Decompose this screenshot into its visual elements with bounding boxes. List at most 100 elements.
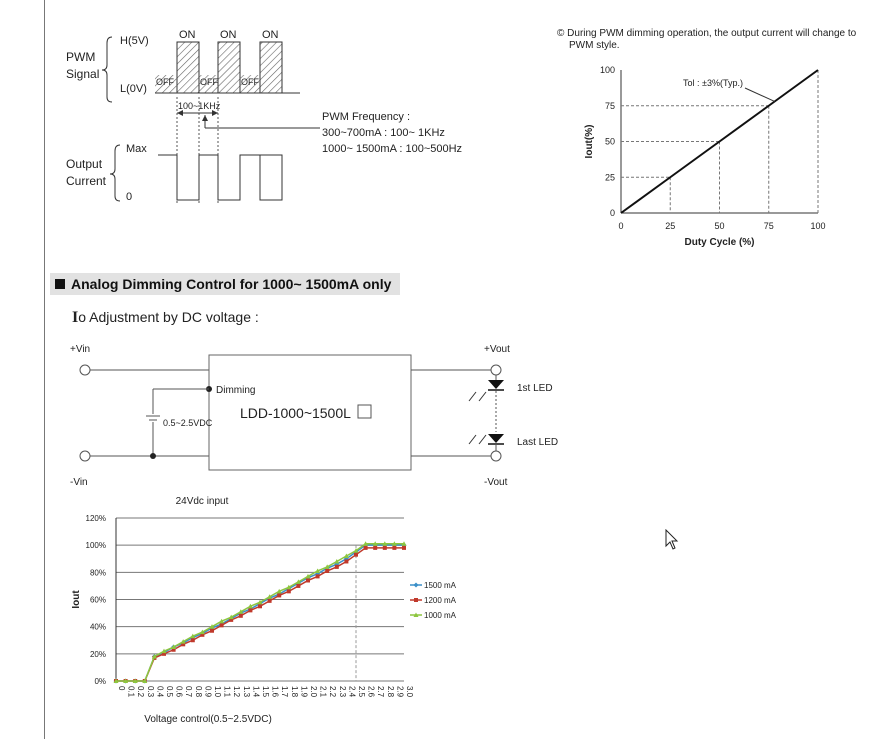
first-led-light-arrows: [468, 391, 487, 402]
analog-point: [219, 618, 225, 624]
max-label: Max: [126, 143, 147, 155]
analog-point: [258, 604, 262, 609]
analog-point: [209, 624, 215, 629]
duty-x-tick: 50: [714, 221, 724, 231]
last-led-label: Last LED: [517, 437, 558, 448]
analog-point: [161, 648, 167, 654]
analog-point: [373, 545, 378, 550]
off-label-1: OFF: [156, 77, 174, 87]
analog-x-tick: 0.5: [165, 686, 174, 698]
on-label-1: ON: [179, 29, 196, 41]
module-label: LDD-1000~1500L: [240, 405, 351, 421]
analog-point: [276, 588, 282, 594]
analog-y-tick: 60%: [90, 596, 106, 605]
analog-x-tick: 0.6: [175, 686, 184, 698]
on-pulse-3: [259, 41, 283, 94]
analog-y-tick: 0%: [94, 677, 106, 686]
analog-point: [306, 578, 310, 583]
analog-y-tick: 80%: [90, 568, 106, 577]
voltage-label: 0.5~2.5VDC: [163, 418, 213, 428]
analog-legend-marker: [414, 598, 418, 602]
freq-title: PWM Frequency :: [322, 111, 410, 123]
analog-y-tick: 120%: [86, 514, 106, 523]
analog-point: [392, 545, 397, 550]
pwm-note: © During PWM dimming operation, the outp…: [557, 28, 872, 52]
off-block-3: [240, 75, 260, 93]
analog-y-tick: 20%: [90, 650, 106, 659]
analog-legend-marker: [413, 582, 419, 588]
analog-point: [315, 568, 321, 573]
analog-point: [267, 594, 273, 599]
vout-minus-label: -Vout: [484, 477, 508, 488]
last-led-icon: [488, 434, 504, 443]
mouse-cursor-icon: [665, 529, 679, 550]
analog-point: [228, 614, 234, 620]
analog-point: [296, 583, 301, 588]
output-label: Output: [66, 157, 103, 171]
analog-x-tick: 1.4: [251, 686, 260, 698]
analog-point: [238, 613, 243, 618]
analog-point: [219, 623, 224, 628]
analog-x-tick: 0.4: [155, 686, 164, 698]
analog-point: [200, 632, 205, 637]
analog-point: [247, 603, 253, 609]
duty-x-tick: 25: [665, 221, 675, 231]
analog-point: [391, 541, 397, 546]
freq-line-2: 1000~ 1500mA : 100~500Hz: [322, 143, 462, 155]
analog-point: [295, 579, 301, 584]
analog-point: [382, 541, 388, 546]
high-label: H(5V): [120, 35, 149, 47]
off-block-1: [155, 75, 177, 93]
left-border-line: [44, 0, 45, 739]
analog-x-tick: 1.9: [299, 686, 308, 698]
duty-x-label: Duty Cycle (%): [684, 237, 754, 248]
analog-x-tick: 1.2: [232, 686, 241, 698]
io-adjustment-title: Io Adjustment by DC voltage :: [72, 309, 259, 327]
vin-plus-label: +Vin: [70, 344, 90, 355]
analog-x-tick: 0.1: [127, 686, 136, 698]
analog-legend-label: 1000 mA: [424, 611, 457, 620]
duty-cycle-chart: 0 25 50 75 100 0 25 50 75 100 Tol : ±3%(Typ.) Duty …: [584, 65, 826, 248]
analog-series-line: [116, 544, 404, 682]
analog-point: [363, 545, 368, 550]
duty-y-label: Iout(%): [584, 125, 595, 159]
section-title: Analog Dimming Control for 1000~ 1500mA …: [71, 276, 392, 292]
analog-point: [286, 584, 292, 590]
analog-point: [343, 553, 349, 559]
analog-x-tick: 1.7: [280, 686, 289, 698]
analog-x-tick: 1.0: [213, 686, 222, 698]
analog-chart-title: 24Vdc input: [176, 496, 229, 507]
analog-x-tick: 1.8: [290, 686, 299, 698]
low-label: L(0V): [120, 83, 147, 95]
on-label-3: ON: [262, 29, 279, 41]
analog-x-tick: 0.7: [184, 686, 193, 698]
note-line-1: During PWM dimming operation, the output…: [567, 28, 857, 39]
freq-leader-head: [202, 115, 208, 121]
analog-point: [277, 593, 282, 598]
duty-y-tick: 50: [605, 137, 615, 147]
analog-x-tick: 1.6: [271, 686, 280, 698]
note-symbol: ©: [557, 28, 565, 39]
analog-x-tick: 0.3: [146, 686, 155, 698]
analog-point: [210, 628, 214, 633]
analog-point: [354, 552, 358, 557]
analog-point: [181, 642, 186, 647]
duty-annotation-leader: [744, 87, 775, 102]
first-led-label: 1st LED: [517, 383, 553, 394]
analog-x-tick: 2.1: [319, 686, 328, 698]
analog-point: [401, 541, 407, 546]
analog-point: [344, 559, 349, 564]
duty-y-tick: 75: [605, 101, 615, 111]
dimming-circuit-diagram: +Vin -Vin +Vout -Vout LDD-1000~1500L Dim…: [70, 344, 558, 488]
duty-x-tick: 100: [810, 221, 825, 231]
module-box: [208, 354, 412, 471]
pwm-brace: [101, 36, 113, 103]
analog-x-tick: 0.2: [136, 686, 145, 698]
duty-x-tick: 0: [618, 221, 623, 231]
analog-x-tick: 2.8: [386, 686, 395, 698]
analog-legend-marker: [413, 612, 419, 617]
analog-point: [334, 564, 339, 569]
analog-legend-label: 1200 mA: [424, 596, 457, 605]
duty-y-tick: 100: [600, 65, 615, 75]
vin-minus-label: -Vin: [70, 477, 88, 488]
